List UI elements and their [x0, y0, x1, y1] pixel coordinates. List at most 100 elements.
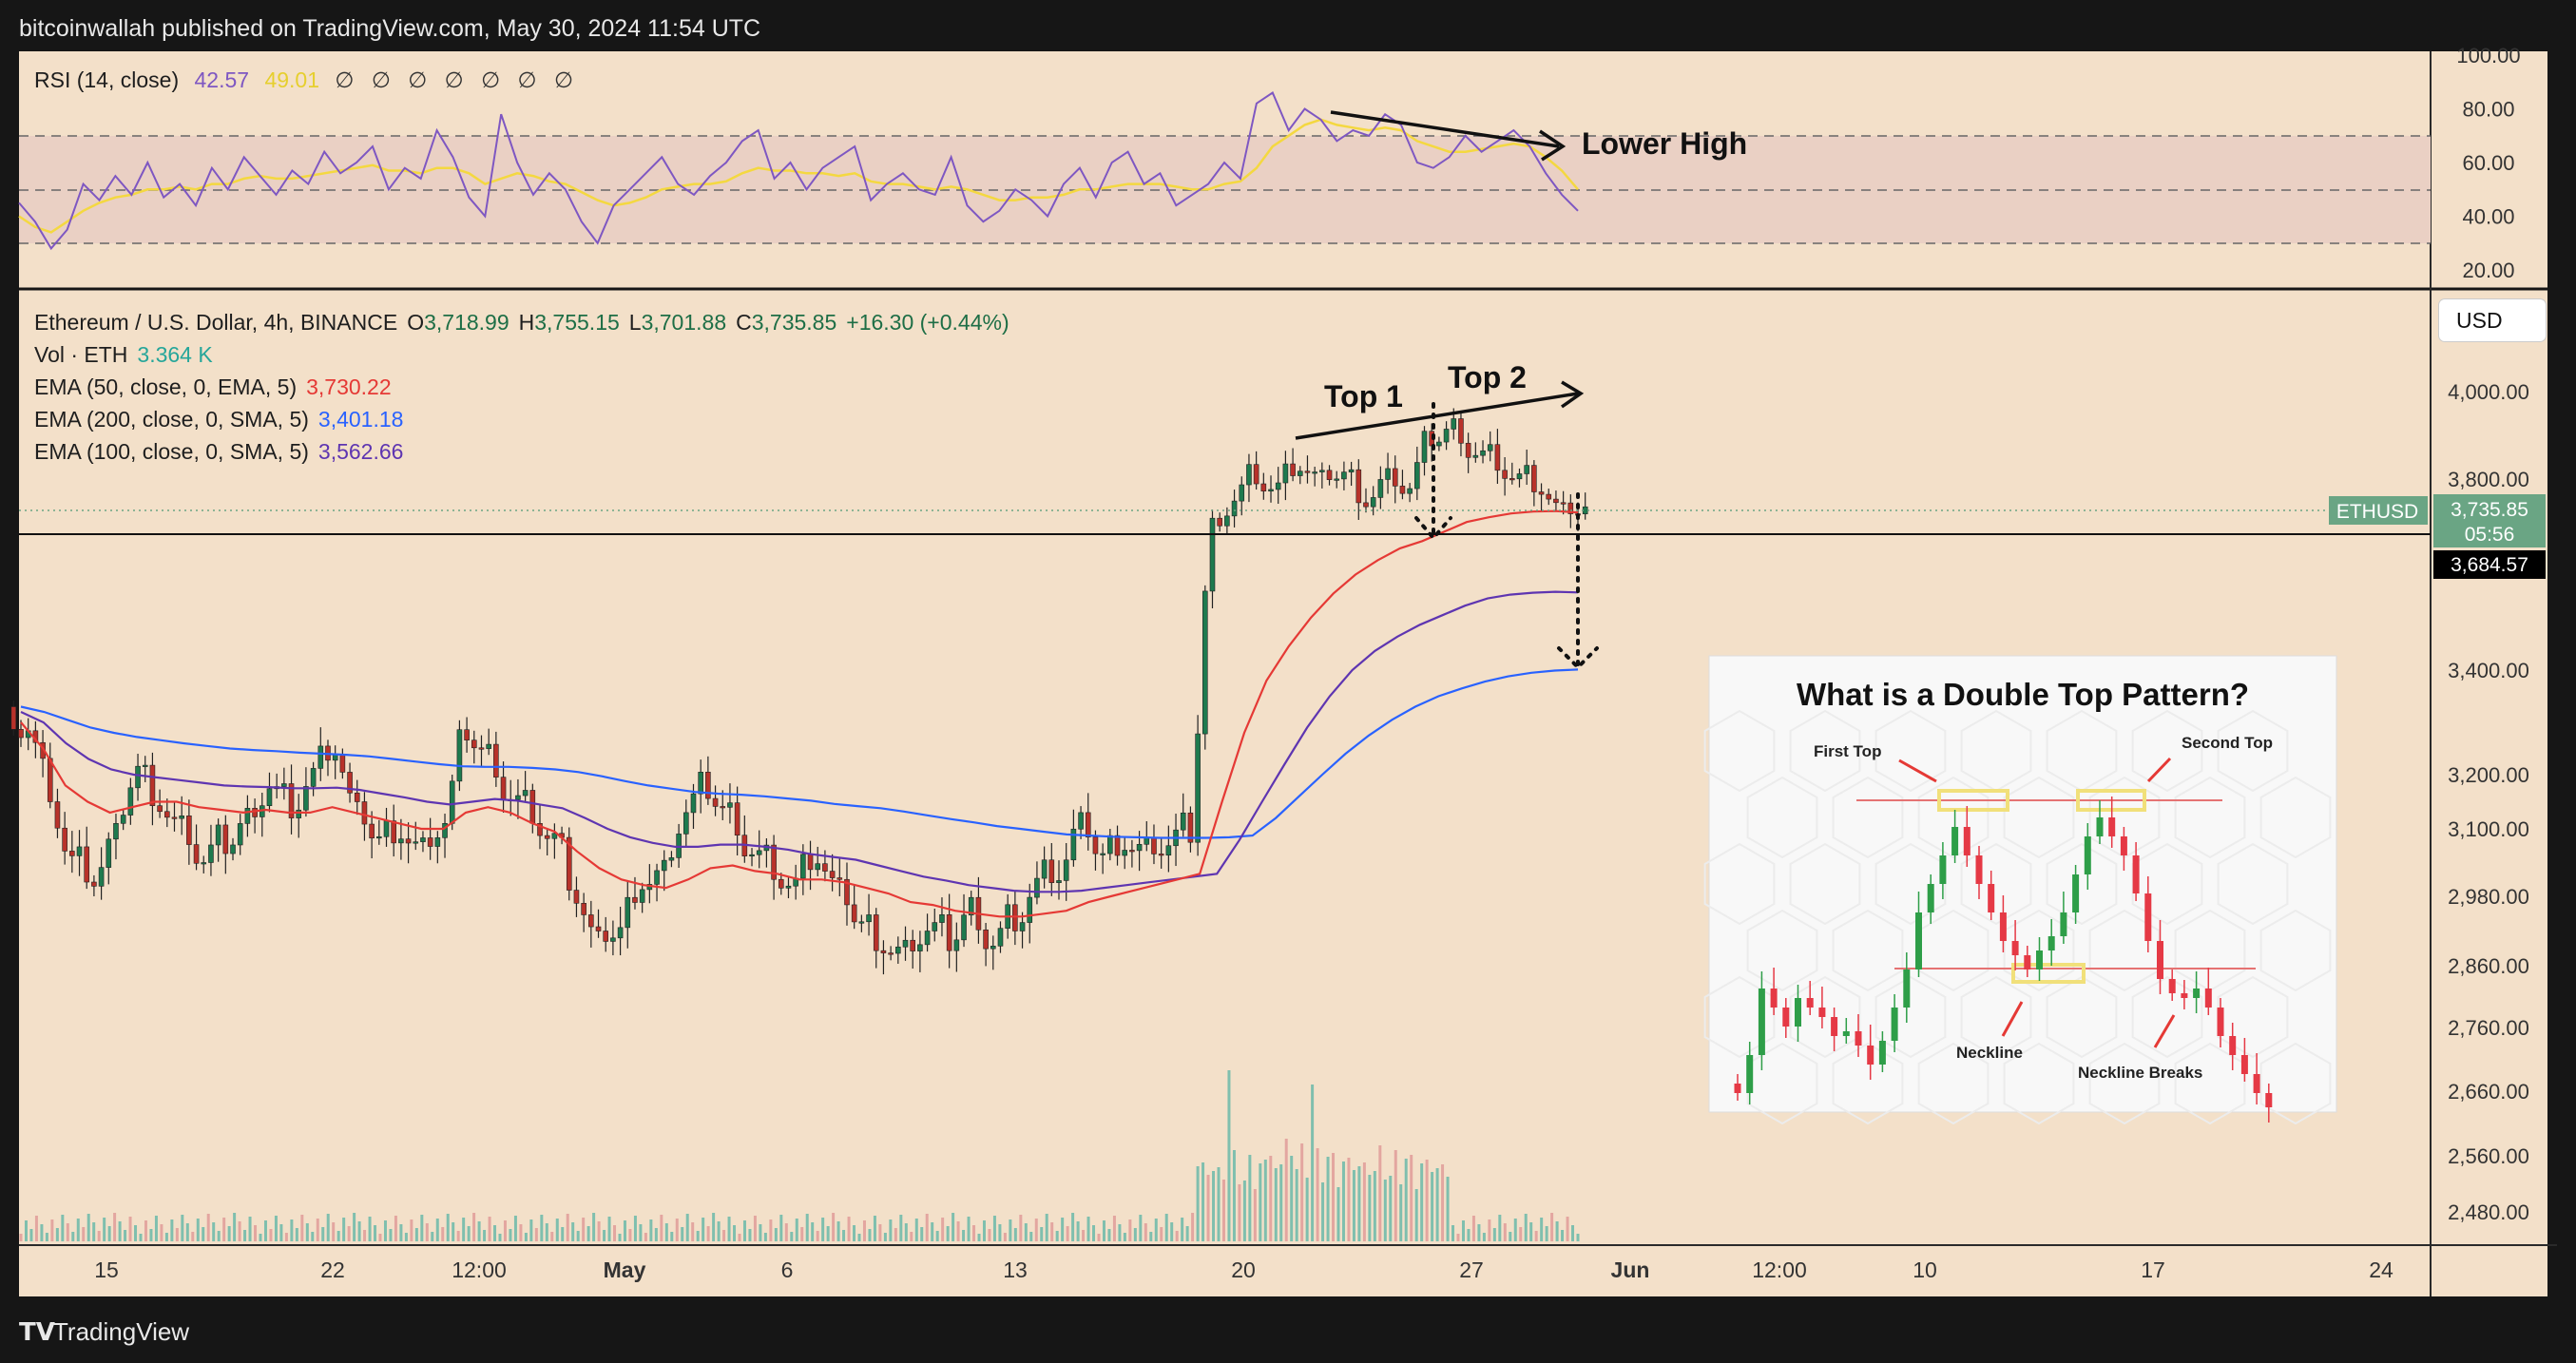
volume-bar	[628, 1229, 632, 1241]
price-tick-label: 2,660.00	[2448, 1080, 2529, 1104]
volume-bar	[467, 1226, 471, 1241]
inset-first-top-box	[1937, 789, 2009, 812]
volume-bar	[1545, 1226, 1548, 1241]
volume-bar	[623, 1220, 626, 1241]
candle-body	[413, 841, 419, 844]
candle-body	[961, 914, 967, 941]
volume-bar	[1217, 1167, 1221, 1241]
volume-bar	[1550, 1213, 1554, 1241]
volume-bar	[175, 1228, 179, 1241]
volume-bar	[1274, 1168, 1278, 1241]
inset-candle-body	[1770, 989, 1778, 1008]
rsi-legend-value: 42.57	[194, 67, 250, 92]
volume-bar	[1019, 1215, 1023, 1241]
inset-hex	[2217, 975, 2289, 1059]
inset-hex	[1874, 975, 1947, 1059]
time-tick-label: 15	[94, 1257, 119, 1282]
volume-bar	[404, 1233, 408, 1241]
volume-bar	[1477, 1224, 1481, 1241]
volume-bar	[374, 1225, 377, 1241]
volume-bar	[925, 1214, 929, 1241]
volume-bar	[279, 1224, 283, 1241]
volume-bar	[1467, 1229, 1471, 1241]
volume-bar	[420, 1215, 424, 1241]
volume-bar	[1373, 1171, 1376, 1241]
volume-bar	[1144, 1223, 1147, 1241]
footer-brand[interactable]: TradingView	[53, 1317, 189, 1346]
volume-bar	[1435, 1168, 1439, 1241]
candle-body	[486, 743, 491, 749]
price-tag-countdown: 05:56	[2465, 524, 2515, 546]
inset-candle-body	[2036, 950, 2043, 969]
volume-bar	[1013, 1228, 1017, 1241]
volume-bar	[1097, 1234, 1101, 1241]
volume-bar	[1034, 1219, 1038, 1241]
inset-hex	[1832, 776, 1904, 859]
volume-bar	[19, 1234, 23, 1241]
candle-body	[1312, 471, 1317, 474]
volume-bar	[332, 1222, 336, 1241]
volume-bar	[675, 1219, 679, 1241]
candle-body	[551, 833, 558, 839]
volume-bar	[941, 1218, 945, 1241]
inset-candle-body	[1734, 1084, 1741, 1093]
candle-body	[1458, 418, 1464, 444]
volume-bar	[722, 1230, 726, 1241]
volume-bar	[1357, 1166, 1361, 1241]
inset-candle-body	[1999, 912, 2007, 941]
volume-bar	[170, 1219, 174, 1241]
volume-bar	[263, 1220, 267, 1241]
annotation-top2: Top 2	[1448, 360, 1527, 394]
candle-body	[544, 835, 550, 839]
volume-bar	[1368, 1175, 1372, 1241]
volume-bar	[259, 1234, 262, 1241]
inset-arrow-neckline-breaks	[2153, 1014, 2176, 1048]
volume-bar	[61, 1215, 65, 1241]
candle-body	[683, 812, 689, 835]
candle-body	[1341, 471, 1347, 480]
candle-body	[1480, 450, 1486, 456]
currency-button-label: USD	[2456, 307, 2503, 333]
volume-bar	[160, 1224, 163, 1241]
volume-bar	[1133, 1228, 1137, 1241]
volume-bar	[139, 1234, 143, 1241]
volume-bar	[103, 1218, 106, 1241]
volume-bar	[914, 1219, 918, 1241]
volume-bar	[742, 1220, 746, 1241]
inset-candle-body	[2096, 817, 2104, 836]
inset-candle-body	[2217, 1008, 2224, 1036]
volume-bar	[935, 1231, 939, 1241]
volume-bar	[1362, 1162, 1366, 1241]
candle-body	[785, 885, 792, 889]
volume-bar	[998, 1224, 1002, 1241]
candle-body	[303, 786, 309, 811]
currency-button[interactable]: USD	[2439, 299, 2546, 341]
tops-trendline	[1295, 392, 1579, 440]
volume-bar	[795, 1219, 798, 1241]
time-tick-label: 6	[781, 1257, 794, 1282]
candle-body	[888, 952, 894, 955]
ema100-row: EMA (100, close, 0, SMA, 5) 3,562.66	[34, 435, 1019, 468]
candle-body	[1231, 500, 1238, 517]
volume-bar	[1009, 1219, 1012, 1241]
candle-body	[997, 928, 1004, 947]
candle-body	[164, 811, 170, 818]
candle-body	[749, 854, 755, 857]
volume-bar	[681, 1227, 684, 1241]
candle-body	[1392, 468, 1398, 487]
volume-bar	[55, 1228, 59, 1241]
volume-bar	[847, 1217, 851, 1241]
candle-body	[1158, 854, 1164, 856]
candle-body	[420, 837, 426, 842]
price-tick-label: 3,200.00	[2448, 763, 2529, 787]
time-tick-label: 17	[2141, 1257, 2165, 1282]
volume-bar	[441, 1227, 445, 1241]
volume-bar	[274, 1216, 278, 1241]
volume-bar	[1154, 1219, 1158, 1241]
volume-bar	[576, 1231, 580, 1241]
price-tick-label: 2,980.00	[2448, 885, 2529, 909]
volume-bar	[1519, 1227, 1523, 1241]
volume-bar	[1102, 1220, 1105, 1241]
inset-candle-body	[1915, 912, 1922, 969]
candle-body	[1253, 464, 1259, 485]
